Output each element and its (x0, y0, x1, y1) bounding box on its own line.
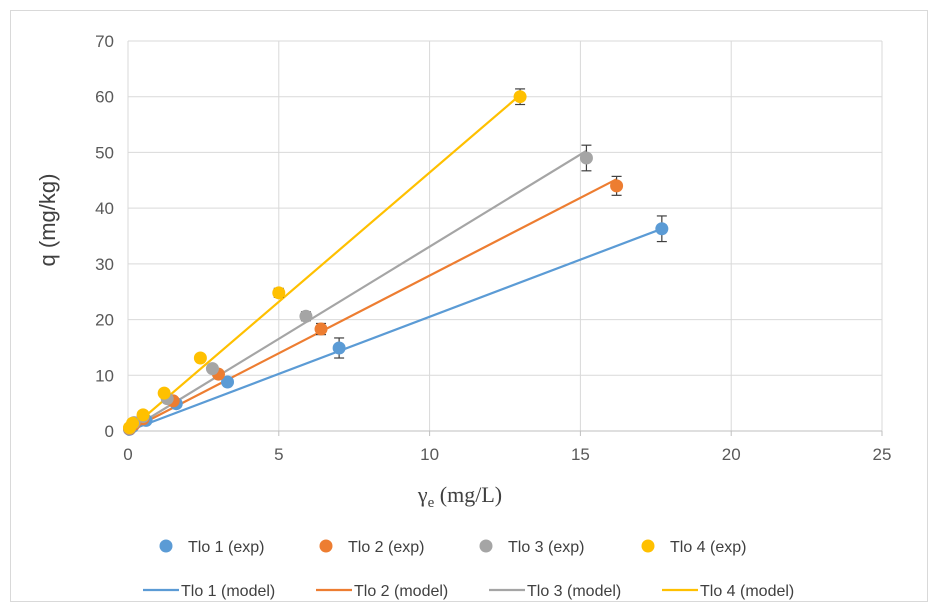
legend-marker (319, 539, 333, 553)
x-axis-title-subscript: e (428, 495, 435, 511)
y-tick-label: 50 (95, 143, 114, 162)
data-point-tlo-3-exp (205, 362, 219, 376)
axes (127, 41, 883, 436)
legend-marker (159, 539, 173, 553)
data-point-tlo-4-exp (193, 351, 207, 365)
data-point-tlo-1-exp (332, 341, 346, 355)
data-point-tlo-4-exp (513, 90, 527, 104)
series-line-tlo-4-model (127, 94, 521, 432)
legend-label: Tlo 3 (model) (527, 583, 621, 600)
data-point-tlo-1-exp (655, 222, 669, 236)
x-tick-label: 25 (873, 445, 892, 464)
y-tick-label: 60 (95, 88, 114, 107)
gridlines (128, 40, 883, 431)
data-point-tlo-1-exp (221, 375, 235, 389)
data-point-tlo-2-exp (314, 322, 328, 336)
y-tick-label: 0 (105, 422, 114, 441)
chart-frame: 0 10 20 30 40 50 60 70 0 5 10 15 20 25 q (mg/kg) γe … (10, 10, 928, 602)
legend-label: Tlo 2 (exp) (348, 539, 424, 556)
y-tick-label: 70 (95, 32, 114, 51)
legend: Tlo 1 (exp) Tlo 2 (exp) Tlo 3 (exp) Tlo 4 (… (143, 539, 794, 600)
x-tick-labels: 0 5 10 15 20 25 (123, 445, 891, 464)
x-tick-label: 15 (571, 445, 590, 464)
legend-label: Tlo 1 (exp) (188, 539, 264, 556)
data-point-tlo-2-exp (610, 179, 624, 193)
data-point-tlo-3-exp (299, 309, 313, 323)
x-tick-label: 20 (722, 445, 741, 464)
legend-label: Tlo 1 (model) (181, 583, 275, 600)
x-tick-label: 5 (274, 445, 283, 464)
legend-marker (641, 539, 655, 553)
series-line-tlo-3-model (127, 149, 587, 432)
y-tick-label: 10 (95, 366, 114, 385)
model-lines (127, 94, 663, 433)
data-point-tlo-4-exp (272, 286, 286, 300)
data-point-tlo-3-exp (579, 151, 593, 165)
data-points (123, 88, 669, 436)
data-point-tlo-4-exp (126, 416, 140, 430)
series-line-tlo-2-model (127, 178, 618, 432)
y-tick-labels: 0 10 20 30 40 50 60 70 (95, 32, 114, 441)
x-tick-label: 10 (420, 445, 439, 464)
x-axis-title-symbol: γ (417, 482, 428, 507)
chart-svg: 0 10 20 30 40 50 60 70 0 5 10 15 20 25 q (mg/kg) γe … (35, 32, 891, 600)
legend-label: Tlo 4 (model) (700, 583, 794, 600)
x-axis-title-unit: (mg/L) (434, 482, 502, 507)
data-point-tlo-4-exp (157, 386, 171, 400)
y-tick-label: 20 (95, 311, 114, 330)
legend-marker (479, 539, 493, 553)
y-tick-label: 40 (95, 199, 114, 218)
series-line-tlo-1-model (127, 227, 663, 433)
x-tick-label: 0 (123, 445, 132, 464)
legend-label: Tlo 4 (exp) (670, 539, 746, 556)
data-point-tlo-4-exp (136, 408, 150, 422)
legend-label: Tlo 3 (exp) (508, 539, 584, 556)
y-axis-title: q (mg/kg) (35, 174, 60, 267)
legend-label: Tlo 2 (model) (354, 583, 448, 600)
y-tick-label: 30 (95, 255, 114, 274)
x-axis-title: γe (mg/L) (417, 482, 502, 511)
